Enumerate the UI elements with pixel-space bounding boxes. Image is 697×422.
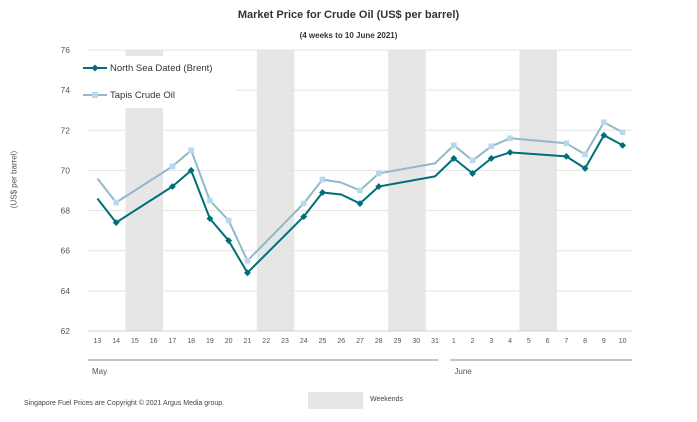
chart-title: Market Price for Crude Oil (US$ per barr…	[237, 9, 460, 21]
data-point-tapis	[169, 163, 176, 170]
data-point-tapis	[601, 119, 607, 126]
data-point-brent	[319, 189, 326, 196]
legend-label-tapis: Tapis Crude Oil	[110, 89, 175, 101]
data-point-tapis	[207, 197, 213, 204]
x-tick-label: 22	[262, 338, 270, 345]
x-tick-label: 30	[412, 338, 420, 345]
x-tick-label: 16	[150, 338, 158, 345]
legend-brent-marker-icon	[83, 64, 107, 72]
x-tick-label: 24	[300, 338, 308, 345]
data-point-brent	[581, 165, 589, 172]
x-tick-label: 18	[187, 338, 195, 345]
legend-label-brent: North Sea Dated (Brent)	[110, 62, 213, 74]
weekend-band	[256, 50, 295, 331]
weekend-band	[519, 50, 557, 331]
x-tick-label: 27	[356, 338, 364, 345]
data-point-brent	[619, 141, 627, 149]
data-point-tapis	[450, 142, 457, 149]
x-tick-label: 23	[281, 338, 289, 345]
data-point-brent	[600, 131, 608, 139]
data-point-brent	[225, 237, 233, 245]
data-point-tapis	[300, 200, 307, 207]
data-point-brent	[375, 183, 383, 190]
y-tick-label: 62	[61, 326, 71, 336]
chart-subtitle: (4 weeks to 10 June 2021)	[299, 31, 398, 40]
month-label: June	[454, 367, 472, 376]
x-tick-label: 31	[431, 338, 439, 345]
x-tick-label: 4	[508, 338, 512, 345]
data-point-tapis	[113, 199, 119, 206]
y-tick-label: 64	[61, 286, 71, 296]
data-point-tapis	[319, 176, 326, 183]
x-tick-label: 20	[225, 338, 233, 345]
y-tick-label: 70	[61, 165, 71, 175]
data-point-tapis	[582, 151, 588, 158]
weekends-label: Weekends	[370, 396, 403, 403]
y-tick-label: 76	[61, 45, 71, 55]
data-point-tapis	[357, 187, 363, 194]
month-label: May	[92, 367, 107, 376]
data-point-tapis	[375, 170, 382, 177]
data-point-brent	[487, 154, 495, 162]
x-tick-label: 2	[471, 338, 475, 345]
x-tick-label: 26	[337, 338, 345, 345]
x-tick-label: 29	[394, 338, 402, 345]
x-tick-label: 17	[169, 338, 177, 345]
x-tick-label: 25	[319, 338, 327, 345]
data-point-brent	[206, 215, 214, 222]
legend-tapis-marker-icon	[83, 92, 107, 98]
data-point-brent	[112, 219, 120, 227]
x-tick-label: 9	[602, 338, 606, 345]
y-tick-label: 66	[61, 246, 71, 256]
y-tick-label: 68	[61, 206, 71, 216]
data-point-brent	[244, 269, 251, 277]
x-tick-label: 14	[112, 338, 120, 345]
data-point-tapis	[225, 217, 232, 224]
weekend-band	[388, 50, 426, 331]
x-tick-label: 5	[527, 338, 531, 345]
legend-item-brent: North Sea Dated (Brent)	[83, 61, 212, 75]
y-tick-label: 72	[61, 125, 71, 135]
data-point-brent	[469, 170, 476, 177]
data-point-tapis	[188, 147, 194, 154]
data-point-tapis	[619, 129, 626, 136]
y-tick-label: 74	[61, 85, 71, 95]
x-tick-label: 19	[206, 338, 214, 345]
x-tick-label: 1	[452, 338, 456, 345]
data-point-tapis	[563, 140, 570, 147]
x-tick-label: 3	[489, 338, 493, 345]
x-tick-label: 7	[564, 338, 568, 345]
data-point-brent	[300, 213, 308, 220]
data-point-tapis	[488, 143, 495, 150]
data-point-tapis	[507, 135, 513, 142]
data-point-brent	[169, 183, 176, 190]
data-point-brent	[450, 154, 458, 162]
data-point-brent	[506, 148, 514, 156]
legend-item-tapis: Tapis Crude Oil	[83, 88, 175, 102]
data-point-tapis	[244, 257, 251, 264]
legend: North Sea Dated (Brent) Tapis Crude Oil	[83, 56, 235, 108]
x-tick-label: 8	[583, 338, 587, 345]
x-tick-label: 15	[131, 338, 139, 345]
x-tick-label: 21	[244, 338, 252, 345]
x-tick-label: 6	[546, 338, 550, 345]
weekends-swatch	[308, 392, 363, 409]
x-tick-label: 10	[619, 338, 627, 345]
data-point-tapis	[469, 157, 476, 164]
copyright-note: Singapore Fuel Prices are Copyright © 20…	[24, 400, 225, 407]
x-tick-label: 28	[375, 338, 383, 345]
data-point-brent	[356, 200, 364, 207]
x-tick-label: 13	[93, 338, 101, 345]
data-point-brent	[562, 152, 570, 160]
data-point-brent	[187, 167, 195, 174]
